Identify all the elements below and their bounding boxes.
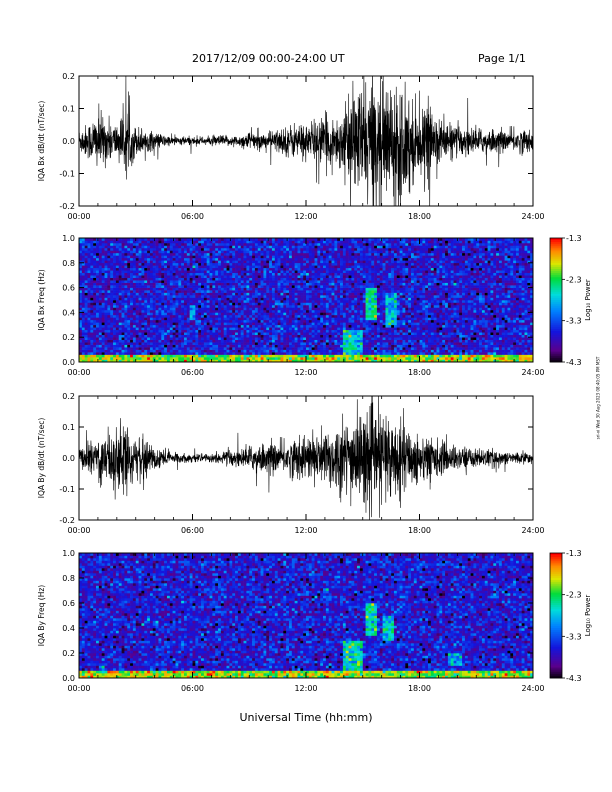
x-tick-label: 12:00 (294, 368, 317, 377)
y-tick-label: 0.0 (62, 137, 75, 146)
x-tick-label: 00:00 (67, 526, 90, 535)
x-tick-label: 24:00 (521, 526, 544, 535)
y-tick-label: 0.4 (62, 308, 75, 317)
x-tick-label: 00:00 (67, 684, 90, 693)
colorbar-tick-label: -4.3 (566, 358, 582, 367)
colorbar: -1.3 -2.3 -3.3 -4.3 Log₁₀ Power (549, 234, 592, 367)
x-tick-label: 18:00 (408, 212, 431, 221)
x-tick-label: 12:00 (294, 212, 317, 221)
x-tick-label: 24:00 (521, 212, 544, 221)
y-tick-label: 0.2 (62, 72, 75, 81)
y-tick-label: 0.0 (62, 674, 75, 683)
y-tick-label: 0.0 (62, 358, 75, 367)
x-tick-label: 00:00 (67, 368, 90, 377)
x-tick-label: 00:00 (67, 212, 90, 221)
y-tick-label: -0.2 (59, 202, 75, 211)
y-tick-label: 0.2 (62, 649, 75, 658)
waveform-line (79, 76, 533, 206)
x-tick-label: 18:00 (408, 526, 431, 535)
y-tick-label: 1.0 (62, 549, 75, 558)
y-axis-label: IQA By Freq (Hz) (37, 585, 46, 647)
y-axis-label: IQA Bx dB/dt (nT/sec) (37, 101, 46, 182)
y-tick-label: 0.1 (62, 105, 75, 114)
chart-panel-4: -1.3 -2.3 -3.3 -4.3 Log₁₀ Power 00:00 06:00 12:… (37, 549, 592, 693)
x-tick-label: 06:00 (181, 368, 204, 377)
colorbar-label: Log₁₀ Power (584, 279, 592, 321)
colorbar-tick-label: -1.3 (566, 549, 582, 558)
chart-panel-1: 00:00 06:00 12:00 18:00 24:00 0.2 0.1 0.0 -0.1 -0… (37, 72, 545, 221)
x-tick-label: 06:00 (181, 212, 204, 221)
x-tick-label: 06:00 (181, 526, 204, 535)
y-tick-label: -0.2 (59, 516, 75, 525)
chart-panel-3: 00:00 06:00 12:00 18:00 24:00 0.2 0.1 0.0 -0.1 -0… (37, 392, 545, 535)
colorbar-tick-label: -2.3 (566, 275, 582, 284)
x-tick-label: 24:00 (521, 684, 544, 693)
waveform-line (79, 396, 533, 520)
y-tick-label: 0.2 (62, 392, 75, 401)
x-tick-label: 18:00 (408, 684, 431, 693)
spectrogram-cells (79, 238, 533, 362)
colorbar-tick-label: -4.3 (566, 674, 582, 683)
colorbar: -1.3 -2.3 -3.3 -4.3 Log₁₀ Power (549, 549, 592, 683)
page-title: 2017/12/09 00:00-24:00 UT (192, 52, 345, 65)
chart-panel-2: -1.3 -2.3 -3.3 -4.3 Log₁₀ Power 00:00 06:00 12:… (37, 234, 592, 377)
spectrogram-cells (79, 553, 533, 678)
colorbar-tick-label: -3.3 (566, 632, 582, 641)
y-tick-label: -0.1 (59, 170, 75, 179)
colorbar-tick-label: -2.3 (566, 591, 582, 600)
page-number: Page 1/1 (478, 52, 526, 65)
x-tick-label: 06:00 (181, 684, 204, 693)
colorbar-label: Log₁₀ Power (584, 595, 592, 637)
x-tick-label: 12:00 (294, 684, 317, 693)
y-axis-label: IQA Bx Freq (Hz) (37, 269, 46, 331)
y-tick-label: 0.2 (62, 333, 75, 342)
x-tick-label: 24:00 (521, 368, 544, 377)
y-tick-label: 1.0 (62, 234, 75, 243)
y-tick-label: 0.8 (62, 259, 75, 268)
colorbar-tick-label: -3.3 (566, 317, 582, 326)
y-tick-label: 0.1 (62, 423, 75, 432)
side-timestamp: sri-vi Wed 30 Aug 2023 08:40:05 PM MST (595, 356, 601, 440)
y-tick-label: 0.6 (62, 599, 75, 608)
y-axis-label: IQA By dB/dt (nT/sec) (37, 418, 46, 499)
y-tick-label: 0.0 (62, 454, 75, 463)
x-axis-title: Universal Time (hh:mm) (239, 711, 373, 724)
y-tick-label: -0.1 (59, 485, 75, 494)
colorbar-tick-label: -1.3 (566, 234, 582, 243)
y-tick-label: 0.6 (62, 284, 75, 293)
y-tick-label: 0.4 (62, 624, 75, 633)
y-tick-label: 0.8 (62, 574, 75, 583)
x-tick-label: 18:00 (408, 368, 431, 377)
x-tick-label: 12:00 (294, 526, 317, 535)
